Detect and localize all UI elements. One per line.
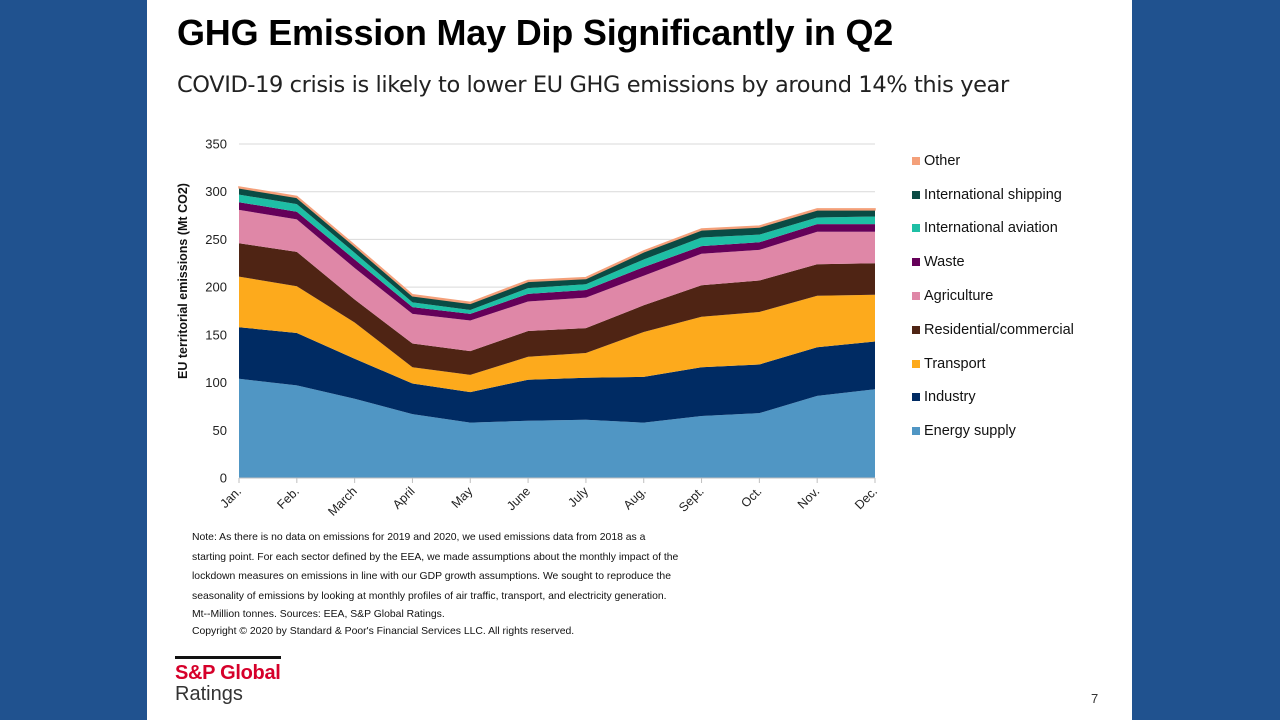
legend-label: Industry [924,389,976,406]
legend-swatch [912,393,920,402]
logo-brand: S&P Global [175,662,281,684]
legend-item: Waste [912,245,1074,279]
legend-label: Residential/commercial [924,321,1074,338]
x-tick-label: Feb. [274,484,302,512]
x-tick-label: Nov. [795,484,822,511]
y-tick-label: 250 [205,232,227,247]
logo-subbrand: Ratings [175,683,243,705]
x-tick-label: June [504,484,533,513]
legend-label: Transport [924,355,986,372]
area-other [238,186,876,305]
y-tick-label: 150 [205,327,227,342]
note-line: seasonality of emissions by looking at m… [192,590,667,602]
legend-swatch [912,359,920,368]
area-transport [239,276,875,393]
legend-label: International shipping [924,186,1062,203]
chart-legend: Other International shipping International… [912,144,1074,448]
legend-swatch [912,156,920,165]
x-tick-label: Dec. [852,484,880,512]
page-number: 7 [1091,691,1099,706]
y-tick-label: 50 [213,423,227,438]
legend-item: Industry [912,381,1074,415]
y-tick-label: 200 [205,280,227,295]
note-line: lockdown measures on emissions in line w… [192,571,671,582]
area-agriculture [239,209,875,352]
y-tick-label: 300 [205,184,227,199]
slide-subtitle: COVID-19 crisis is likely to lower EU GH… [177,72,1009,98]
legend-label: Agriculture [924,288,994,305]
legend-swatch [912,325,920,334]
area-residential-commercial [239,243,875,375]
area-waste [239,202,875,321]
x-tick-label: Jan. [218,484,245,511]
legend-label: International aviation [924,220,1058,237]
area-industry [239,327,875,423]
logo-rule [175,656,281,659]
x-tick-label: March [325,484,359,518]
legend-item: Other [912,144,1074,178]
legend-label: Energy supply [924,423,1016,440]
legend-swatch [912,258,920,267]
area-energy-supply [239,378,875,478]
y-tick-label: 350 [205,137,227,152]
legend-item: International aviation [912,212,1074,246]
slide-title: GHG Emission May Dip Significantly in Q2 [177,12,894,53]
legend-item: Agriculture [912,279,1074,313]
note-line: Note: As there is no data on emissions f… [192,532,646,543]
legend-swatch [912,224,920,233]
area-international-shipping [239,187,875,311]
x-tick-label: May [449,484,476,511]
note-line: starting point. For each sector defined … [192,551,679,563]
legend-item: International shipping [912,178,1074,212]
y-tick-label: 0 [220,471,227,486]
legend-swatch [912,427,920,436]
x-tick-label: July [565,484,591,510]
y-axis-label: EU territorial emissions (Mt CO2) [176,183,190,379]
x-tick-label: April [390,484,418,512]
legend-item: Residential/commercial [912,313,1074,347]
legend-label: Waste [924,254,965,271]
sp-global-logo: S&P Global Ratings [175,656,281,706]
stacked-area-chart: 0 50 100 150 200 250 300 350 Jan. Feb. March April M… [176,137,880,519]
area-international-aviation [239,194,875,314]
x-tick-label: Aug. [621,484,649,512]
note-copyright: Copyright © 2020 by Standard & Poor's Fi… [192,626,575,637]
legend-item: Transport [912,347,1074,381]
legend-item: Energy supply [912,414,1074,448]
legend-swatch [912,190,920,199]
slide: GHG Emission May Dip Significantly in Q2… [147,0,1132,720]
note-source: Mt--Million tonnes. Sources: EEA, S&P Gl… [192,609,445,620]
x-tick-label: Oct. [738,484,764,510]
y-tick-label: 100 [205,375,227,390]
legend-swatch [912,292,920,301]
chart-note: Note: As there is no data on emissions f… [192,528,732,640]
legend-label: Other [924,152,961,169]
x-tick-label: Sept. [676,484,707,515]
